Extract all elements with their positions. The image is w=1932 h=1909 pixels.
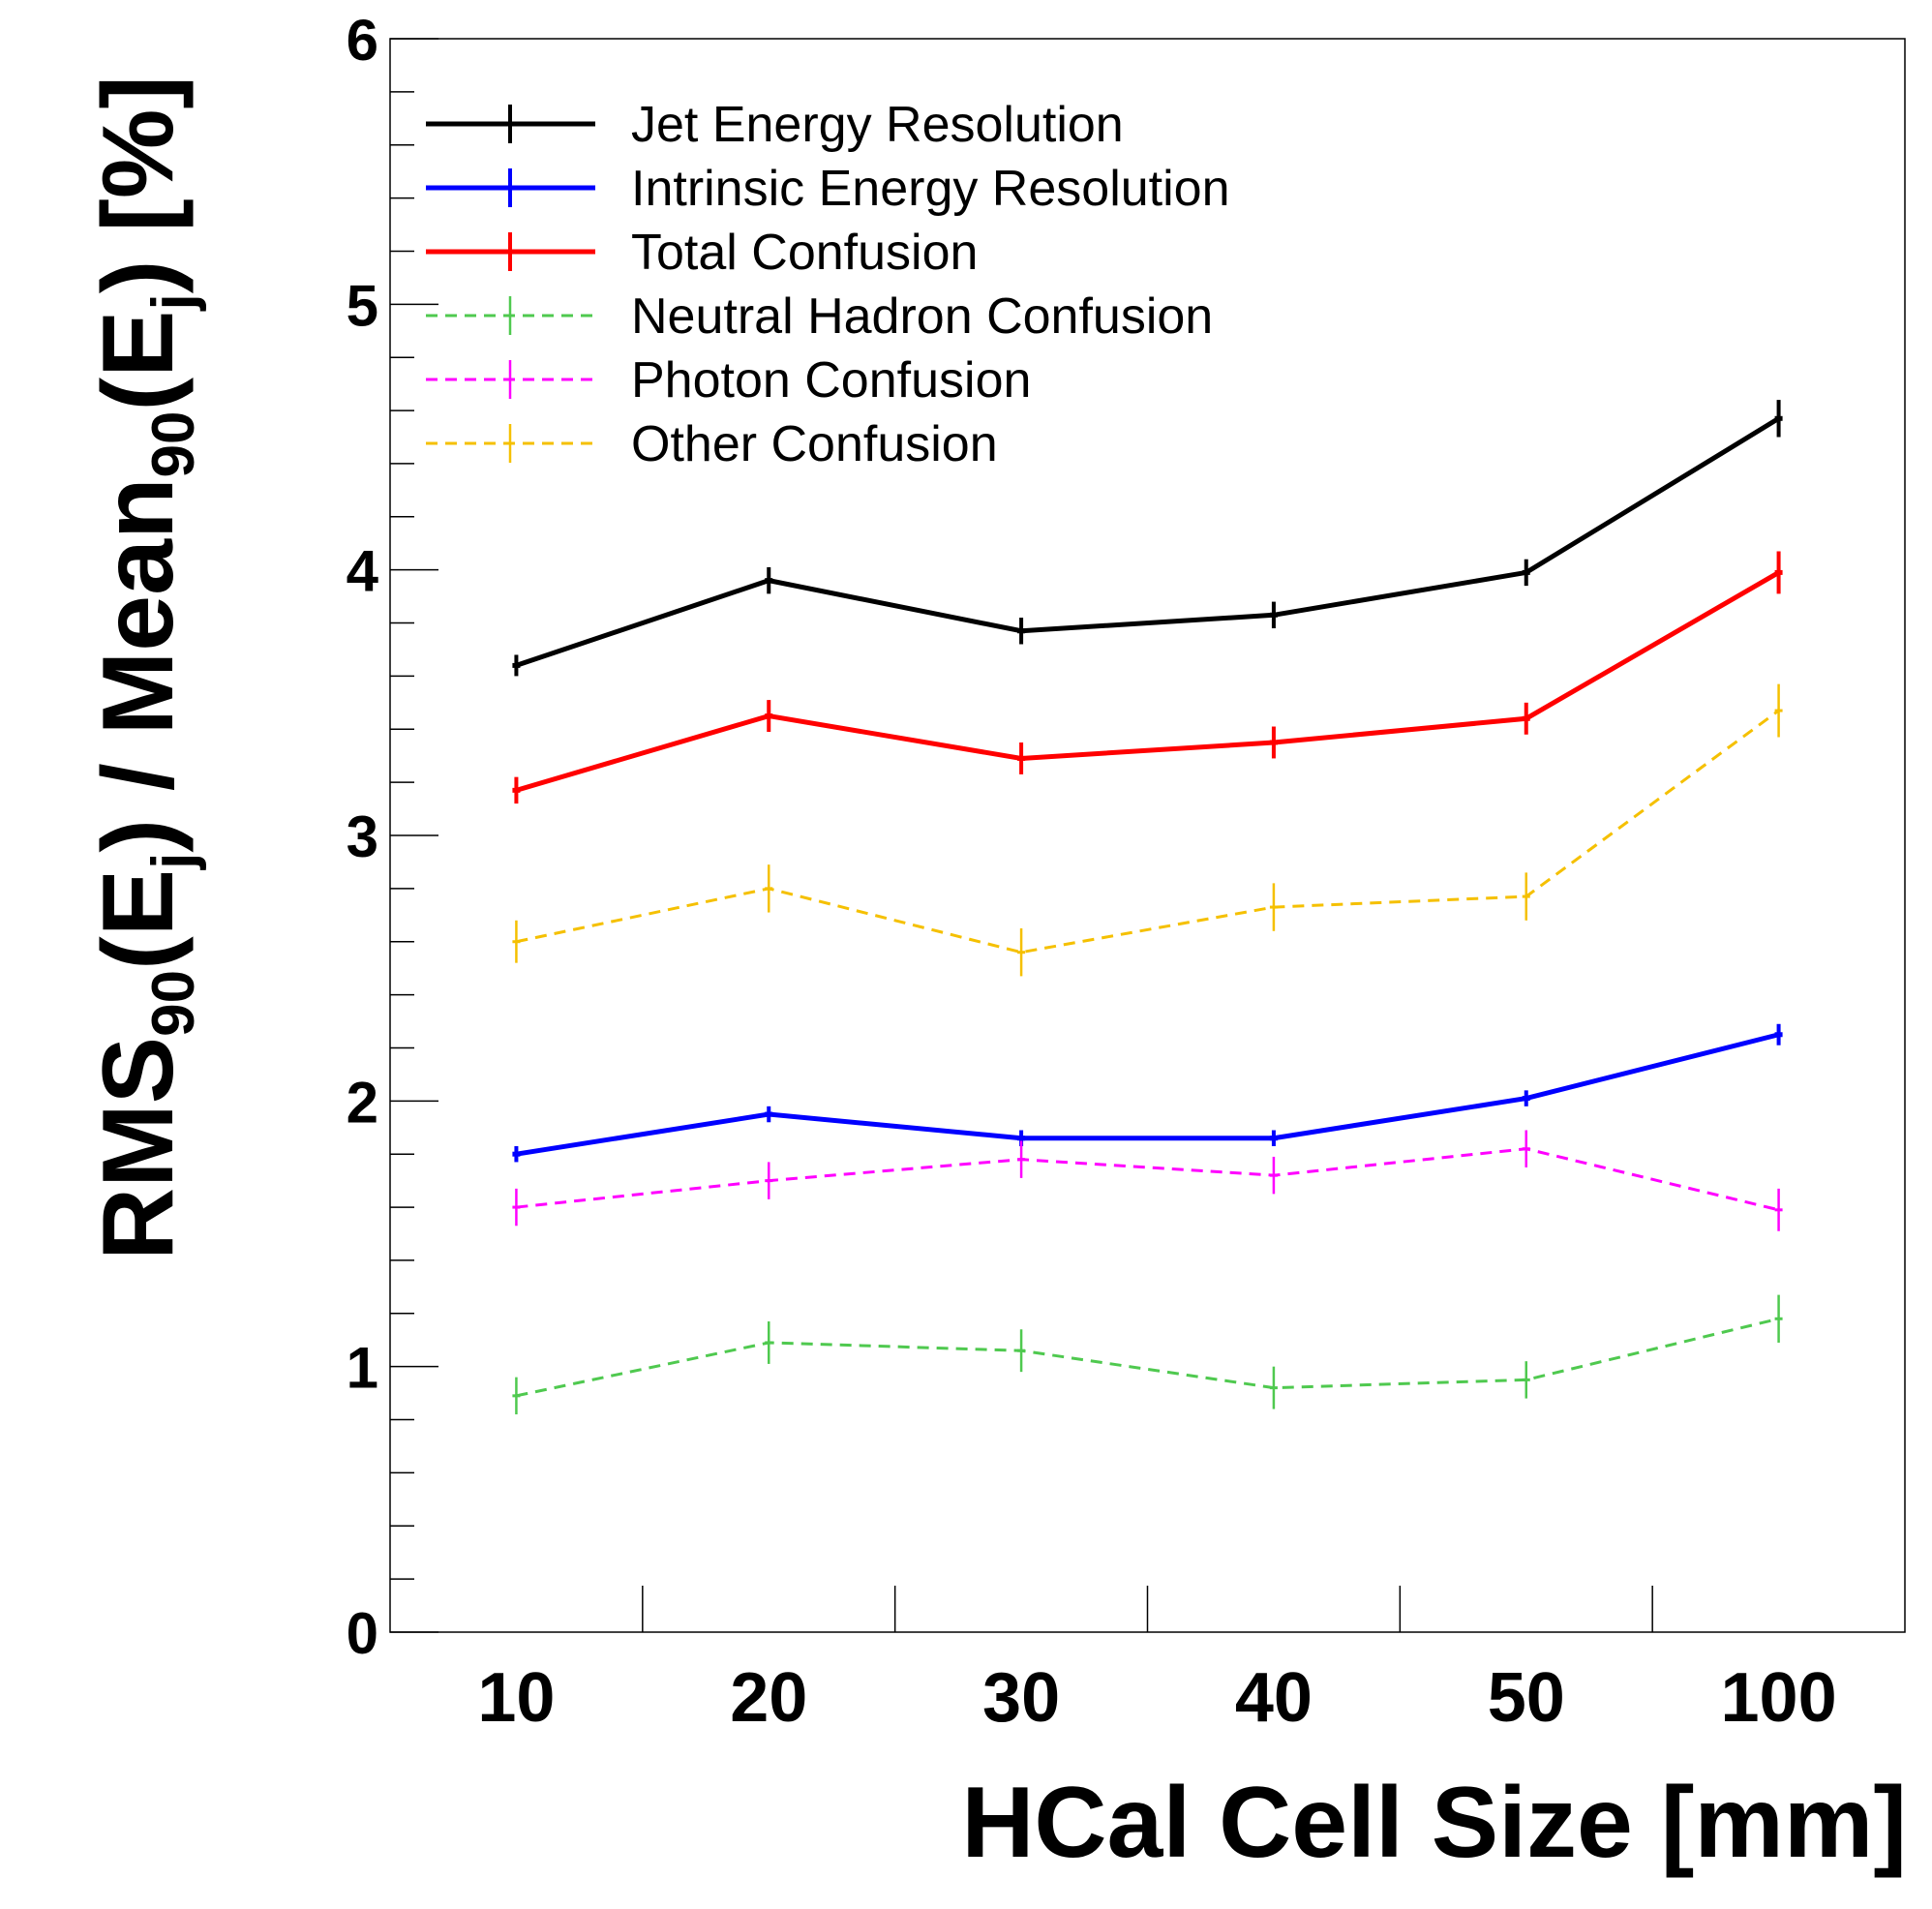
series-2 [512, 551, 1783, 804]
y-title-open2: (E [82, 311, 195, 411]
legend-label: Total Confusion [631, 225, 978, 281]
series-line [515, 570, 1780, 793]
y-title-rms: RMS [82, 1037, 195, 1260]
legend-item: Jet Energy Resolution [426, 97, 1124, 153]
legend-item: Total Confusion [426, 225, 978, 281]
x-tick-label: 30 [982, 1659, 1060, 1737]
y-tick-label: 1 [347, 1336, 378, 1401]
x-tick-label: 10 [477, 1659, 555, 1737]
series-0 [512, 400, 1783, 677]
x-axis-title: HCal Cell Size [mm] [961, 1767, 1907, 1879]
y-title-close2: ) [%] [82, 76, 195, 293]
y-title-open1: (E [82, 869, 195, 970]
series-5 [512, 683, 1783, 977]
y-tick-label: 0 [347, 1601, 378, 1666]
series-line [516, 1032, 1780, 1157]
x-tick-label: 40 [1235, 1659, 1313, 1737]
y-title-sub2: 90 [140, 411, 207, 478]
legend-label: Other Confusion [631, 416, 998, 472]
series-4 [512, 1130, 1783, 1231]
plot-frame [389, 38, 1906, 1633]
x-tick-label: 50 [1488, 1659, 1565, 1737]
y-title-subj1: j [140, 853, 207, 870]
y-tick-label: 6 [347, 8, 378, 73]
y-title-subj2: j [140, 293, 207, 311]
x-tick-label: 20 [730, 1659, 807, 1737]
legend-label: Intrinsic Energy Resolution [631, 161, 1230, 217]
y-tick-label: 5 [347, 273, 378, 338]
series-layer [512, 400, 1783, 1415]
y-title-sub1: 90 [140, 970, 207, 1037]
legend: Jet Energy Resolution Intrinsic Energy Re… [426, 97, 1230, 472]
legend-item: Neutral Hadron Confusion [426, 288, 1213, 345]
legend-label: Jet Energy Resolution [631, 97, 1124, 153]
legend-item: Intrinsic Energy Resolution [426, 161, 1230, 217]
y-tick-label: 4 [347, 539, 379, 604]
y-tick-label: 2 [347, 1070, 378, 1135]
y-title-close1: ) / Mean [82, 478, 195, 853]
series-line [515, 416, 1780, 668]
series-3 [512, 1294, 1783, 1415]
y-axis-title: RMS90(Ej) / Mean90(Ej) [%] [82, 76, 207, 1260]
legend-item: Other Confusion [426, 416, 998, 472]
series-line [516, 1317, 1779, 1398]
x-tick-label: 100 [1721, 1659, 1837, 1737]
legend-item: Photon Confusion [426, 352, 1031, 409]
legend-label: Neutral Hadron Confusion [631, 288, 1213, 345]
legend-label: Photon Confusion [631, 352, 1031, 409]
series-line [516, 1147, 1779, 1212]
series-1 [512, 1023, 1783, 1163]
axes: 0 1 2 3 4 5 6 10 20 30 40 50 100 [347, 8, 1906, 1737]
series-line [516, 709, 1780, 954]
y-tick-label: 3 [347, 804, 378, 869]
